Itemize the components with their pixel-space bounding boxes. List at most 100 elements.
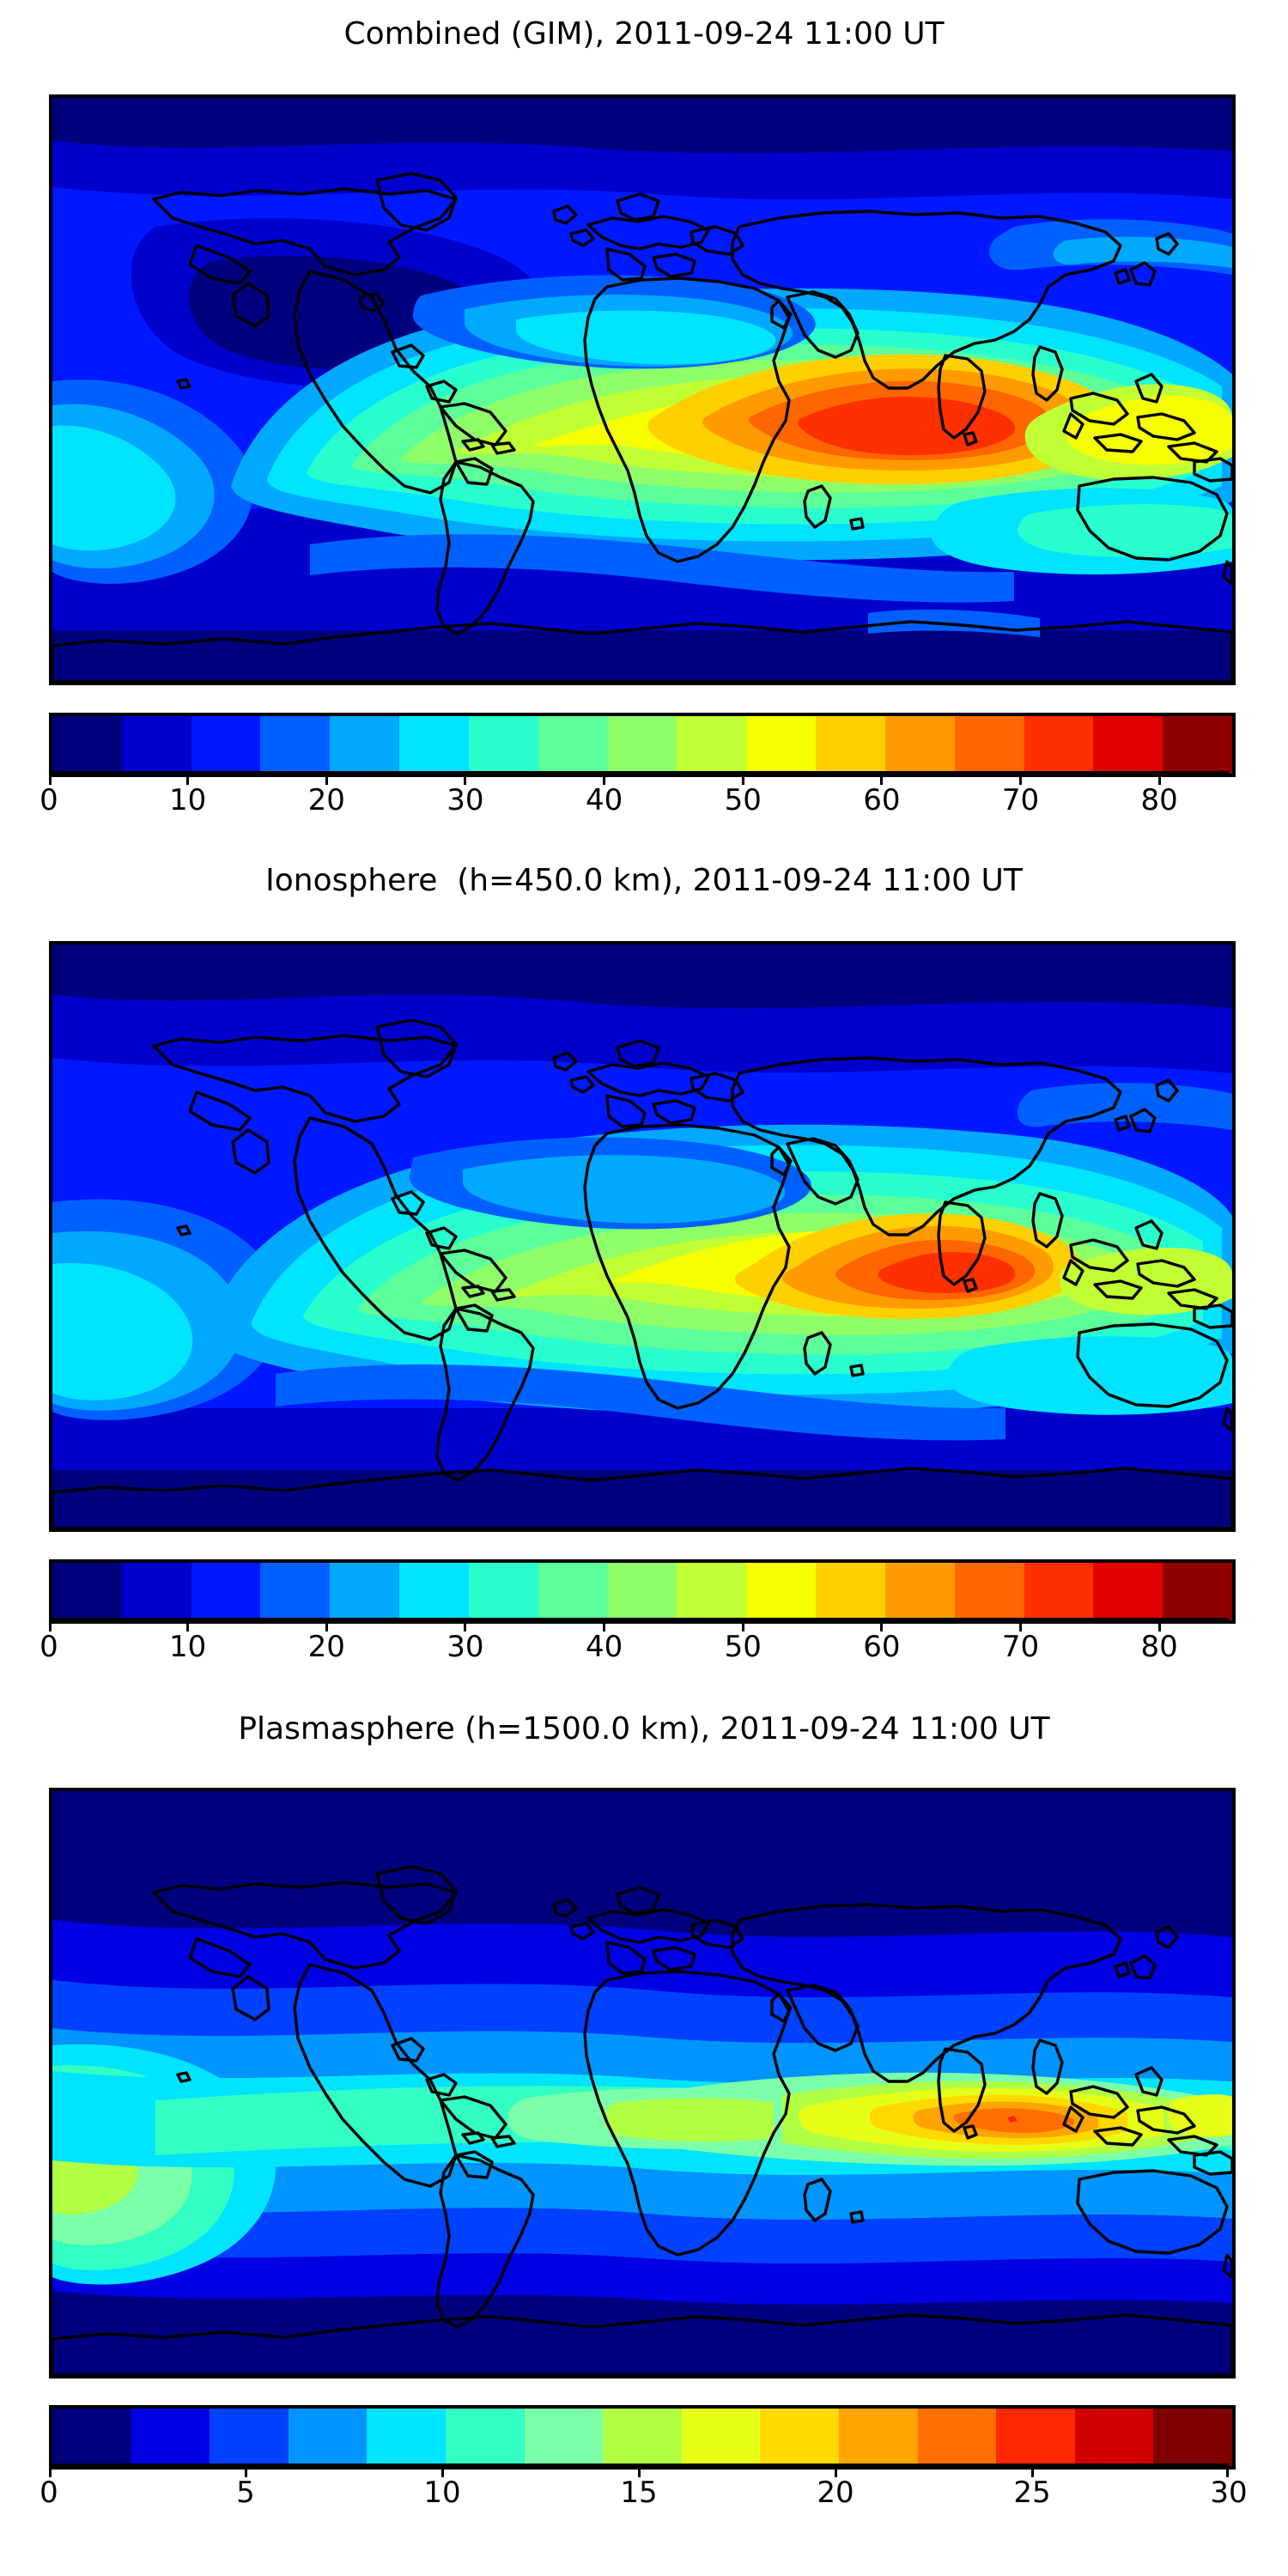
colorbar-tick (186, 1620, 190, 1631)
colorbar-tick-label: 25 (1013, 2476, 1051, 2510)
colorbar-tick (637, 2466, 641, 2477)
colorbar-segment (607, 1563, 677, 1620)
map-canvas-combined-gim (52, 98, 1232, 682)
colorbar-tick (741, 1620, 744, 1631)
colorbar-tick (1226, 2466, 1229, 2477)
colorbar-segment (884, 716, 955, 774)
colorbar-plasmasphere (49, 2405, 1236, 2470)
panel-title-plasmasphere: Plasmasphere (h=1500.0 km), 2011-09-24 1… (238, 1711, 1050, 1747)
colorbar-tick-label: 20 (307, 1630, 345, 1664)
colorbar-tick (464, 1620, 467, 1631)
colorbar-tick-label: 0 (39, 2476, 58, 2510)
colorbar-tick (1157, 1620, 1161, 1631)
colorbar-segment (288, 2409, 368, 2466)
colorbar-segment (1163, 716, 1232, 774)
colorbar-segment (917, 2409, 997, 2466)
colorbar-tick (49, 774, 52, 785)
colorbar-segment (445, 2409, 525, 2466)
colorbar-segment (816, 716, 885, 774)
colorbar-tick (880, 1620, 884, 1631)
panel-title-combined-gim: Combined (GIM), 2011-09-24 11:00 UT (343, 16, 945, 52)
colorbar-segment (538, 716, 608, 774)
contour-layer (52, 945, 1232, 1528)
colorbar-tick (49, 1620, 52, 1631)
colorbar-tick-label: 10 (169, 783, 207, 817)
colorbar-spine (49, 1618, 1229, 1620)
colorbar-tick-label: 30 (447, 1630, 484, 1664)
colorbar-tick (834, 2466, 837, 2477)
colorbar-segment (330, 1563, 400, 1620)
map-canvas-ionosphere (52, 945, 1232, 1528)
colorbar-segment (1074, 2409, 1154, 2466)
colorbar-combined-gim (49, 713, 1236, 777)
colorbar-tick (1019, 1620, 1023, 1631)
colorbar-segment (210, 2409, 289, 2466)
colorbar-tick-label: 5 (236, 2476, 255, 2510)
colorbar-tick-label: 80 (1140, 783, 1178, 817)
colorbar-tick (244, 2466, 247, 2477)
colorbar-segment (677, 1563, 747, 1620)
colorbar-segment (681, 2409, 761, 2466)
colorbar-segment (367, 2409, 446, 2466)
colorbar-segment (260, 1563, 331, 1620)
map-ionosphere (49, 941, 1236, 1532)
colorbar-segment (603, 2409, 682, 2466)
colorbar-segment (468, 1563, 538, 1620)
colorbar-tick-label: 30 (1210, 2476, 1248, 2510)
colorbar-tick-label: 20 (817, 2476, 854, 2510)
colorbar-segment (191, 716, 261, 774)
colorbar-segment (607, 716, 677, 774)
colorbar-segment (121, 1563, 191, 1620)
colorbar-segment (538, 1563, 608, 1620)
colorbar-tick-label: 15 (620, 2476, 658, 2510)
colorbar-segment (399, 1563, 469, 1620)
colorbar-segment (1024, 1563, 1094, 1620)
colorbar-tick-label: 10 (169, 1630, 207, 1664)
colorbar-segment (131, 2409, 210, 2466)
map-plasmasphere (49, 1788, 1236, 2379)
map-combined-gim (49, 94, 1236, 685)
colorbar-segment (838, 2409, 918, 2466)
colorbar-tick (1019, 774, 1023, 785)
colorbar-segment (1093, 1563, 1163, 1620)
colorbar-segment (191, 1563, 261, 1620)
colorbar-axis-plasmasphere: 0 5 10 15 20 25 30 (39, 2464, 1248, 2507)
colorbar-segment (1163, 1563, 1232, 1620)
colorbar-segment (1153, 2409, 1232, 2466)
colorbar-segment (121, 716, 191, 774)
colorbar-tick-label: 60 (863, 1630, 901, 1664)
colorbar-tick-label: 70 (1001, 1630, 1040, 1664)
colorbar-tick-label: 60 (863, 783, 901, 817)
colorbar-segment (996, 2409, 1075, 2466)
colorbar-axis-combined-gim: 0 10 20 30 40 50 60 70 80 (39, 771, 1229, 815)
colorbar-segment (677, 716, 747, 774)
coastline-overlay (52, 1865, 1232, 2375)
colorbar-tick (186, 774, 190, 785)
colorbar-tick-label: 50 (724, 783, 762, 817)
coastline-overlay (52, 172, 1232, 682)
colorbar-segment (954, 1563, 1024, 1620)
colorbar-segment (760, 2409, 839, 2466)
map-canvas-plasmasphere (52, 1791, 1232, 2375)
contour-layer (52, 98, 1232, 682)
colorbar-tick-label: 30 (447, 783, 484, 817)
colorbar-tick-label: 0 (39, 1630, 58, 1664)
colorbar-tick (1157, 774, 1161, 785)
colorbar-segment (52, 716, 122, 774)
colorbar-tick-label: 40 (585, 783, 623, 817)
colorbar-tick-label: 50 (724, 1630, 762, 1664)
colorbar-tick (603, 1620, 606, 1631)
colorbar-tick-label: 20 (307, 783, 345, 817)
colorbar-tick (1030, 2466, 1034, 2477)
colorbar-tick-label: 10 (423, 2476, 461, 2510)
colorbar-segment (330, 716, 400, 774)
colorbar-segment (1024, 716, 1094, 774)
colorbar-segment (52, 1563, 122, 1620)
colorbar-tick (603, 774, 606, 785)
colorbar-segment (884, 1563, 955, 1620)
panel-title-ionosphere: Ionosphere (h=450.0 km), 2011-09-24 11:0… (265, 863, 1023, 898)
colorbar-segment (468, 716, 538, 774)
colorbar-tick (325, 774, 328, 785)
colorbar-spine (49, 771, 1229, 774)
